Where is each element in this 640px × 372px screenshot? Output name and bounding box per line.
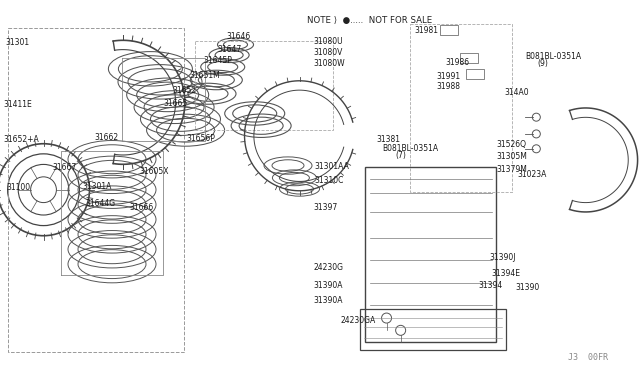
Text: 31301A: 31301A bbox=[82, 182, 111, 191]
Text: 31647: 31647 bbox=[218, 45, 242, 54]
Text: 31301: 31301 bbox=[5, 38, 29, 47]
Text: 31662: 31662 bbox=[95, 133, 119, 142]
Text: 31646: 31646 bbox=[226, 32, 250, 41]
Text: 31390: 31390 bbox=[515, 283, 540, 292]
Text: 31394: 31394 bbox=[479, 281, 503, 290]
Text: B081BL-0351A: B081BL-0351A bbox=[383, 144, 439, 153]
Text: 31411E: 31411E bbox=[3, 100, 32, 109]
Text: 31652: 31652 bbox=[173, 86, 197, 94]
Text: 31981: 31981 bbox=[415, 26, 439, 35]
Text: 31379M: 31379M bbox=[496, 165, 527, 174]
Text: 31397: 31397 bbox=[314, 203, 338, 212]
Bar bbox=[365, 167, 496, 342]
Text: 31390A: 31390A bbox=[314, 281, 343, 290]
Text: 31100: 31100 bbox=[6, 183, 31, 192]
Text: 31080V: 31080V bbox=[314, 48, 343, 57]
Text: 31991: 31991 bbox=[436, 72, 461, 81]
Text: 31023A: 31023A bbox=[517, 170, 547, 179]
Text: 31645P: 31645P bbox=[204, 56, 232, 65]
Bar bbox=[466, 70, 484, 79]
Bar bbox=[195, 41, 333, 130]
Text: 31665: 31665 bbox=[163, 99, 188, 108]
Text: 24230G: 24230G bbox=[314, 263, 344, 272]
Text: 31394E: 31394E bbox=[492, 269, 520, 278]
Text: 31080W: 31080W bbox=[314, 59, 345, 68]
Text: B081BL-0351A: B081BL-0351A bbox=[525, 52, 581, 61]
Text: 31526Q: 31526Q bbox=[496, 140, 526, 149]
Text: 31381: 31381 bbox=[376, 135, 401, 144]
Text: 24230GA: 24230GA bbox=[340, 316, 376, 325]
Bar bbox=[461, 53, 479, 62]
Text: 31652+A: 31652+A bbox=[3, 135, 39, 144]
Text: 31651M: 31651M bbox=[189, 71, 220, 80]
Text: 31310C: 31310C bbox=[315, 176, 344, 185]
Text: 31390A: 31390A bbox=[314, 296, 343, 305]
Text: 31986: 31986 bbox=[445, 58, 470, 67]
Text: 31305M: 31305M bbox=[496, 152, 527, 161]
Text: 31656P: 31656P bbox=[187, 134, 216, 143]
Bar bbox=[8, 28, 184, 352]
Bar bbox=[360, 309, 506, 350]
Text: 31301AA: 31301AA bbox=[315, 162, 349, 171]
Text: (7): (7) bbox=[396, 151, 406, 160]
Text: (9): (9) bbox=[538, 60, 548, 68]
Text: 31667: 31667 bbox=[52, 163, 77, 172]
Text: 31390J: 31390J bbox=[490, 253, 516, 262]
Text: 31644G: 31644G bbox=[86, 199, 116, 208]
Text: 31605X: 31605X bbox=[140, 167, 169, 176]
Text: 31080U: 31080U bbox=[314, 37, 343, 46]
Bar bbox=[410, 24, 512, 192]
Text: 31988: 31988 bbox=[436, 82, 461, 91]
Text: J3  00FR: J3 00FR bbox=[568, 353, 608, 362]
Text: 31666: 31666 bbox=[129, 203, 154, 212]
Text: 314A0: 314A0 bbox=[504, 88, 529, 97]
Bar bbox=[440, 25, 458, 35]
Text: NOTE ⟩  ●.....  NOT FOR SALE: NOTE ⟩ ●..... NOT FOR SALE bbox=[307, 16, 433, 25]
